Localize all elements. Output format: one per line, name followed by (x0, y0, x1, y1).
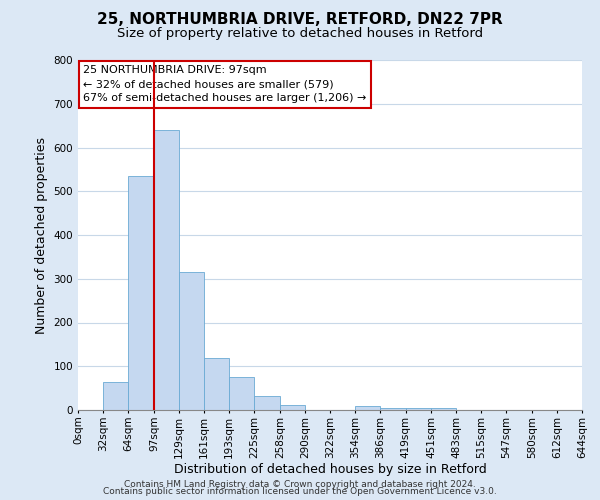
Text: Contains HM Land Registry data © Crown copyright and database right 2024.: Contains HM Land Registry data © Crown c… (124, 480, 476, 489)
Bar (229, 377, 254, 410)
Bar (254, 396, 280, 410)
Text: 25 NORTHUMBRIA DRIVE: 97sqm
← 32% of detached houses are smaller (579)
67% of se: 25 NORTHUMBRIA DRIVE: 97sqm ← 32% of det… (83, 66, 367, 104)
Bar (103, 382, 128, 410)
X-axis label: Distribution of detached houses by size in Retford: Distribution of detached houses by size … (173, 463, 487, 476)
Bar (280, 405, 305, 410)
Bar (128, 176, 154, 410)
Bar (154, 130, 179, 410)
Text: Contains public sector information licensed under the Open Government Licence v3: Contains public sector information licen… (103, 487, 497, 496)
Bar (431, 408, 456, 410)
Text: 25, NORTHUMBRIA DRIVE, RETFORD, DN22 7PR: 25, NORTHUMBRIA DRIVE, RETFORD, DN22 7PR (97, 12, 503, 28)
Text: Size of property relative to detached houses in Retford: Size of property relative to detached ho… (117, 28, 483, 40)
Y-axis label: Number of detached properties: Number of detached properties (35, 136, 48, 334)
Bar (204, 358, 229, 410)
Bar (380, 408, 406, 410)
Bar (355, 406, 380, 410)
Bar (179, 272, 204, 410)
Bar (406, 408, 431, 410)
